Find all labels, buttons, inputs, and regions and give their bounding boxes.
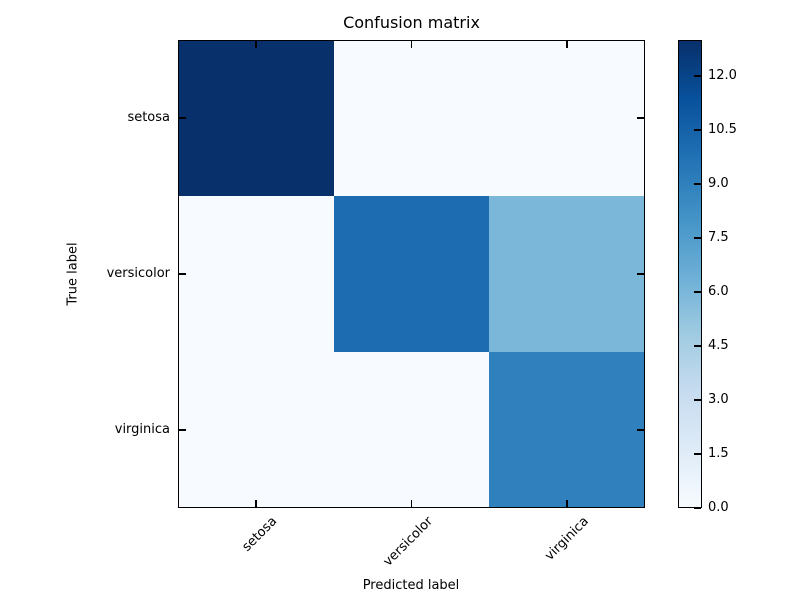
colorbar-tick-mark bbox=[694, 291, 701, 293]
colorbar-tick-label: 9.0 bbox=[708, 176, 729, 191]
colorbar-tick-label: 4.5 bbox=[708, 338, 729, 353]
colorbar-tick-mark bbox=[694, 75, 701, 77]
x-tick-mark bbox=[255, 41, 257, 48]
colorbar-tick-label: 3.0 bbox=[708, 392, 729, 407]
x-tick-label: setosa bbox=[239, 514, 281, 555]
heatmap-cell bbox=[179, 351, 334, 507]
heatmap-axes bbox=[178, 40, 645, 508]
heatmap-cell bbox=[334, 351, 489, 507]
colorbar-tick-mark bbox=[694, 183, 701, 185]
heatmap-cell bbox=[334, 41, 489, 197]
y-tick-label: versicolor bbox=[106, 266, 170, 281]
colorbar-tick-mark bbox=[694, 453, 701, 455]
y-tick-mark bbox=[179, 117, 186, 119]
heatmap-cell bbox=[179, 196, 334, 352]
x-tick-mark bbox=[566, 500, 568, 507]
colorbar-tick-label: 0.0 bbox=[708, 500, 729, 515]
colorbar-tick-mark bbox=[694, 237, 701, 239]
x-tick-mark bbox=[255, 500, 257, 507]
colorbar-tick-label: 6.0 bbox=[708, 284, 729, 299]
plot-title: Confusion matrix bbox=[343, 13, 480, 32]
heatmap-cell bbox=[334, 196, 489, 352]
y-tick-mark bbox=[637, 117, 644, 119]
y-tick-mark bbox=[179, 273, 186, 275]
y-axis-label: True label bbox=[65, 242, 81, 306]
colorbar-tick-label: 10.5 bbox=[708, 122, 737, 137]
heatmap-cell bbox=[489, 41, 644, 197]
colorbar-tick-mark bbox=[694, 507, 701, 509]
colorbar-tick-label: 7.5 bbox=[708, 230, 729, 245]
x-tick-label: versicolor bbox=[380, 514, 437, 570]
y-tick-label: virginica bbox=[114, 422, 170, 437]
colorbar-tick-mark bbox=[694, 399, 701, 401]
x-tick-mark bbox=[410, 41, 413, 48]
colorbar-tick-label: 12.0 bbox=[708, 68, 737, 83]
heatmap-cell bbox=[489, 196, 644, 352]
y-tick-mark bbox=[179, 429, 186, 431]
colorbar-tick-mark bbox=[694, 345, 701, 347]
x-tick-mark bbox=[566, 41, 568, 48]
y-tick-mark bbox=[637, 429, 644, 431]
y-tick-mark bbox=[637, 273, 644, 275]
colorbar-tick-label: 1.5 bbox=[708, 446, 729, 461]
heatmap-cell bbox=[179, 41, 334, 197]
matrix-heatmap bbox=[179, 41, 644, 507]
x-axis-label: Predicted label bbox=[362, 578, 460, 593]
x-tick-mark bbox=[410, 500, 413, 507]
colorbar bbox=[678, 40, 702, 508]
x-tick-label: virginica bbox=[542, 514, 592, 564]
y-tick-label: setosa bbox=[127, 110, 170, 125]
colorbar-tick-mark bbox=[694, 129, 701, 131]
heatmap-cell bbox=[489, 351, 644, 507]
